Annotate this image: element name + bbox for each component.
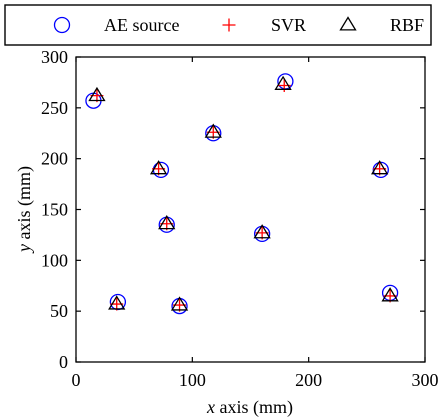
x-tick-label: 0 bbox=[72, 370, 81, 390]
rbf-point bbox=[158, 214, 176, 230]
rbf-point bbox=[381, 287, 399, 302]
y-tick-label: 150 bbox=[41, 200, 68, 220]
y-tick-label: 250 bbox=[41, 98, 68, 118]
rbf-point bbox=[170, 296, 189, 311]
ae-source-point bbox=[372, 161, 389, 179]
legend-item-ae-source: AE source bbox=[53, 15, 179, 35]
y-axis-label-var: y bbox=[14, 244, 34, 254]
rbf-point bbox=[370, 160, 389, 175]
y-axis-label: y axis (mm) bbox=[14, 166, 35, 254]
rbf-point bbox=[149, 160, 168, 175]
legend-label-svr: SVR bbox=[271, 15, 306, 35]
rbf-point bbox=[274, 75, 292, 90]
y-tick-label: 200 bbox=[41, 149, 68, 169]
legend-item-svr: SVR bbox=[222, 15, 306, 35]
legend-frame bbox=[4, 4, 432, 46]
y-tick-label: 100 bbox=[41, 250, 68, 270]
legend-label-rbf: RBF bbox=[390, 15, 424, 35]
x-tick-label: 200 bbox=[295, 370, 322, 390]
x-tick-label: 300 bbox=[412, 370, 439, 390]
y-tick-label: 50 bbox=[50, 301, 68, 321]
x-axis-ticks: 0 100 200 300 bbox=[72, 57, 439, 390]
rbf-point bbox=[253, 224, 271, 239]
x-tick-label: 100 bbox=[179, 370, 206, 390]
legend-items: AE source SVR RBF bbox=[53, 15, 424, 35]
legend-label-ae-source: AE source bbox=[104, 15, 179, 35]
legend: AE source SVR RBF bbox=[4, 4, 432, 46]
y-tick-label: 0 bbox=[59, 352, 68, 372]
legend-marker-ae-source bbox=[53, 16, 71, 34]
x-axis-label-text: axis (mm) bbox=[215, 397, 293, 417]
plot-area: 0 100 200 300 0 50 100 150 200 250 300 bbox=[41, 47, 439, 390]
rbf-point bbox=[204, 123, 222, 138]
legend-item-rbf: RBF bbox=[339, 15, 424, 35]
x-axis-label: x axis (mm) bbox=[206, 397, 293, 417]
y-axis-label-text: axis (mm) bbox=[14, 166, 35, 244]
y-axis-ticks: 0 50 100 150 200 250 300 bbox=[41, 47, 425, 372]
rbf-point bbox=[88, 86, 106, 102]
data-markers bbox=[85, 73, 399, 315]
legend-marker-svr bbox=[222, 18, 236, 32]
x-axis-label-var: x bbox=[206, 397, 215, 417]
rbf-point bbox=[108, 295, 126, 310]
y-tick-label: 300 bbox=[41, 47, 68, 67]
legend-marker-rbf bbox=[339, 16, 357, 31]
plot-frame bbox=[75, 56, 426, 363]
